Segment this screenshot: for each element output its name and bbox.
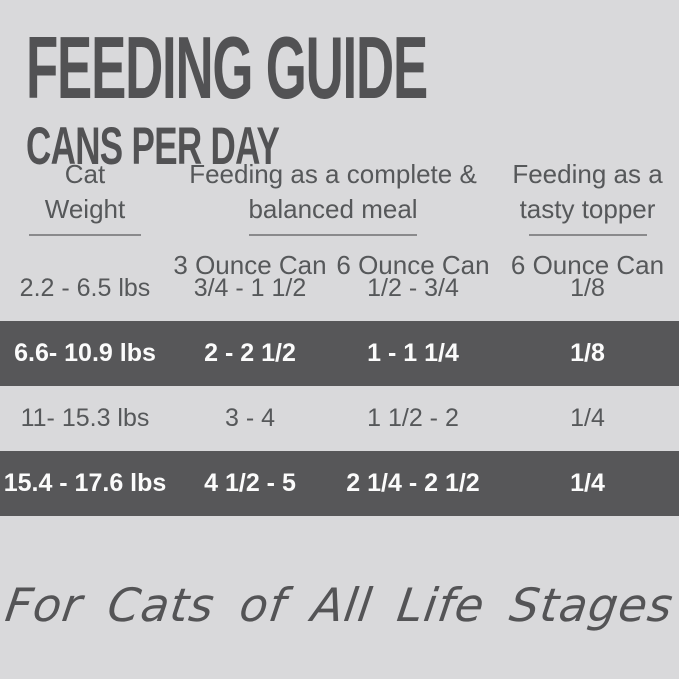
cell-complete-6oz: 2 1/4 - 2 1/2 (346, 469, 480, 497)
tagline-all-life-stages: For Cats of All Life Stages (2, 578, 677, 632)
table-group-headers: Cat Weight Feeding as a complete & balan… (0, 157, 679, 236)
page-subtitle: CANS PER DAY (26, 117, 280, 176)
subheader-3oz-can: 3 Ounce Can (173, 250, 327, 280)
table-subheaders: 3 Ounce Can 6 Ounce Can 6 Ounce Can (0, 250, 679, 280)
group-header-complete-meal: Feeding as a complete & balanced meal (170, 157, 496, 236)
cell-complete-3oz: 2 - 2 1/2 (204, 339, 296, 367)
cell-complete-6oz: 1 - 1 1/4 (367, 339, 459, 367)
table-row-highlighted: 6.6- 10.9 lbs 2 - 2 1/2 1 - 1 1/4 1/8 (0, 321, 679, 386)
group-header-line: tasty topper (519, 194, 656, 224)
group-header-line: Feeding as a (512, 159, 663, 189)
table-row: 2.2 - 6.5 lbs 3/4 - 1 1/2 1/2 - 3/4 1/8 (0, 256, 679, 321)
header-underline (249, 234, 417, 236)
cell-complete-6oz: 1 1/2 - 2 (367, 404, 459, 432)
cell-complete-6oz: 1/2 - 3/4 (367, 274, 459, 302)
group-header-line: Cat (64, 159, 106, 189)
cell-topper-6oz: 1/8 (570, 274, 605, 302)
cell-cat-weight: 15.4 - 17.6 lbs (3, 469, 167, 497)
cell-topper-6oz: 1/4 (570, 404, 605, 432)
table-row-highlighted: 15.4 - 17.6 lbs 4 1/2 - 5 2 1/4 - 2 1/2 … (0, 451, 679, 516)
cell-topper-6oz: 1/4 (570, 469, 605, 497)
page-title: FEEDING GUIDE (26, 18, 428, 117)
cell-cat-weight: 6.6- 10.9 lbs (14, 339, 156, 367)
subheader-6oz-can-topper: 6 Ounce Can (510, 250, 665, 280)
cell-complete-3oz: 3 - 4 (224, 404, 276, 432)
table-row: 11- 15.3 lbs 3 - 4 1 1/2 - 2 1/4 (0, 386, 679, 451)
cell-cat-weight: 11- 15.3 lbs (20, 404, 150, 432)
cell-complete-3oz: 3/4 - 1 1/2 (193, 274, 307, 302)
group-header-line: Weight (44, 194, 126, 224)
header-underline (29, 234, 141, 236)
cell-cat-weight: 2.2 - 6.5 lbs (19, 274, 151, 302)
cell-complete-3oz: 4 1/2 - 5 (204, 469, 296, 497)
group-header-tasty-topper: Feeding as a tasty topper (496, 157, 679, 236)
subheader-6oz-can-complete: 6 Ounce Can (336, 250, 490, 280)
header-underline (528, 234, 647, 236)
group-header-line: balanced meal (248, 194, 418, 224)
group-header-line: Feeding as a complete & (189, 159, 477, 189)
cell-topper-6oz: 1/8 (570, 339, 605, 367)
table-body: 2.2 - 6.5 lbs 3/4 - 1 1/2 1/2 - 3/4 1/8 … (0, 256, 679, 516)
group-header-cat-weight: Cat Weight (0, 157, 170, 236)
